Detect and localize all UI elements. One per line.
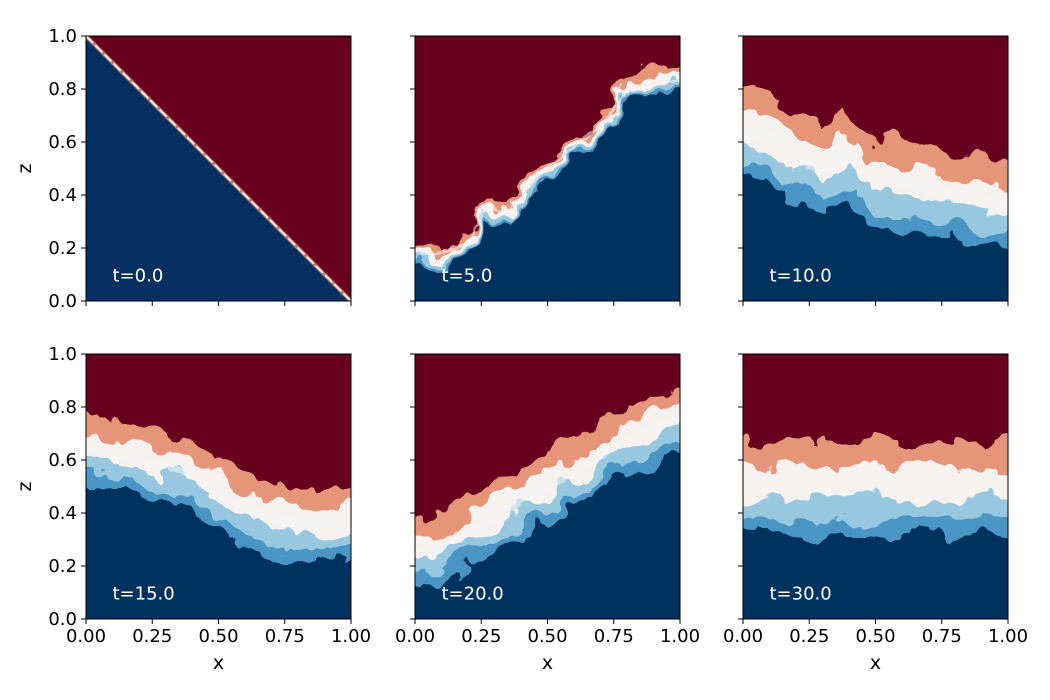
y-axis-title: z xyxy=(14,481,36,491)
x-tick-label: 0.00 xyxy=(723,626,763,647)
time-label: t=5.0 xyxy=(442,266,493,287)
heatmap-t5 xyxy=(415,36,680,301)
panel-t20: 0.00 0.25 0.50 0.75 1.00 x t=20.0 xyxy=(395,353,700,674)
y-tick-label: 0.2 xyxy=(48,556,77,577)
x-tick-label: 0.25 xyxy=(789,626,829,647)
y-axis-title: z xyxy=(14,163,36,173)
x-tick-label: 1.00 xyxy=(331,626,371,647)
heatmap-t15 xyxy=(86,354,351,619)
panel-t5: t=5.0 xyxy=(410,35,681,306)
panel-t30: 0.00 0.25 0.50 0.75 1.00 x t=30.0 xyxy=(723,353,1028,674)
x-tick-label: 0.50 xyxy=(527,626,567,647)
heatmap-t0 xyxy=(86,36,351,301)
x-tick-label: 1.00 xyxy=(660,626,700,647)
x-tick-label: 0.75 xyxy=(922,626,962,647)
y-tick-label: 0.4 xyxy=(48,185,77,206)
y-tick-label: 0.0 xyxy=(48,291,77,312)
heatmap-t10 xyxy=(743,36,1008,301)
y-tick-label: 0.8 xyxy=(48,397,77,418)
x-tick-label: 0.25 xyxy=(132,626,172,647)
x-tick-label: 0.00 xyxy=(395,626,435,647)
y-tick-label: 1.0 xyxy=(48,344,77,365)
heatmap-t20 xyxy=(415,354,680,619)
x-tick-label: 0.75 xyxy=(594,626,634,647)
y-tick-label: 0.2 xyxy=(48,238,77,259)
time-label: t=10.0 xyxy=(770,266,832,287)
mixing-layer xyxy=(86,412,351,619)
time-label: t=20.0 xyxy=(442,584,504,605)
y-tick-label: 0.0 xyxy=(48,609,77,630)
time-label: t=30.0 xyxy=(770,584,832,605)
y-tick-label: 0.6 xyxy=(48,132,77,153)
heatmap-t30 xyxy=(743,354,1008,619)
y-tick-label: 0.4 xyxy=(48,503,77,524)
x-axis-title: x xyxy=(542,652,553,674)
mixing-layer xyxy=(415,385,680,619)
x-tick-label: 0.50 xyxy=(198,626,238,647)
x-tick-label: 0.75 xyxy=(265,626,305,647)
x-axis-title: x xyxy=(870,652,881,674)
panel-t10: t=10.0 xyxy=(738,35,1009,306)
y-tick-label: 0.6 xyxy=(48,450,77,471)
time-label: t=15.0 xyxy=(113,584,175,605)
y-tick-label: 0.8 xyxy=(48,79,77,100)
x-axis-title: x xyxy=(213,652,224,674)
x-tick-label: 0.50 xyxy=(855,626,895,647)
y-tick-label: 1.0 xyxy=(48,26,77,47)
mixing-layer xyxy=(415,70,680,301)
x-tick-label: 0.00 xyxy=(66,626,106,647)
panel-t15: 0.00 0.25 0.50 0.75 1.00 0.0 0.2 0.4 0.6 0.8 1.0 x z… xyxy=(14,344,371,674)
x-tick-label: 0.25 xyxy=(461,626,501,647)
panel-t0: 0.0 0.2 0.4 0.6 0.8 1.0 z t=0.0 xyxy=(14,26,352,312)
time-label: t=0.0 xyxy=(113,266,164,287)
interface-line xyxy=(86,36,351,301)
x-tick-label: 1.00 xyxy=(988,626,1028,647)
